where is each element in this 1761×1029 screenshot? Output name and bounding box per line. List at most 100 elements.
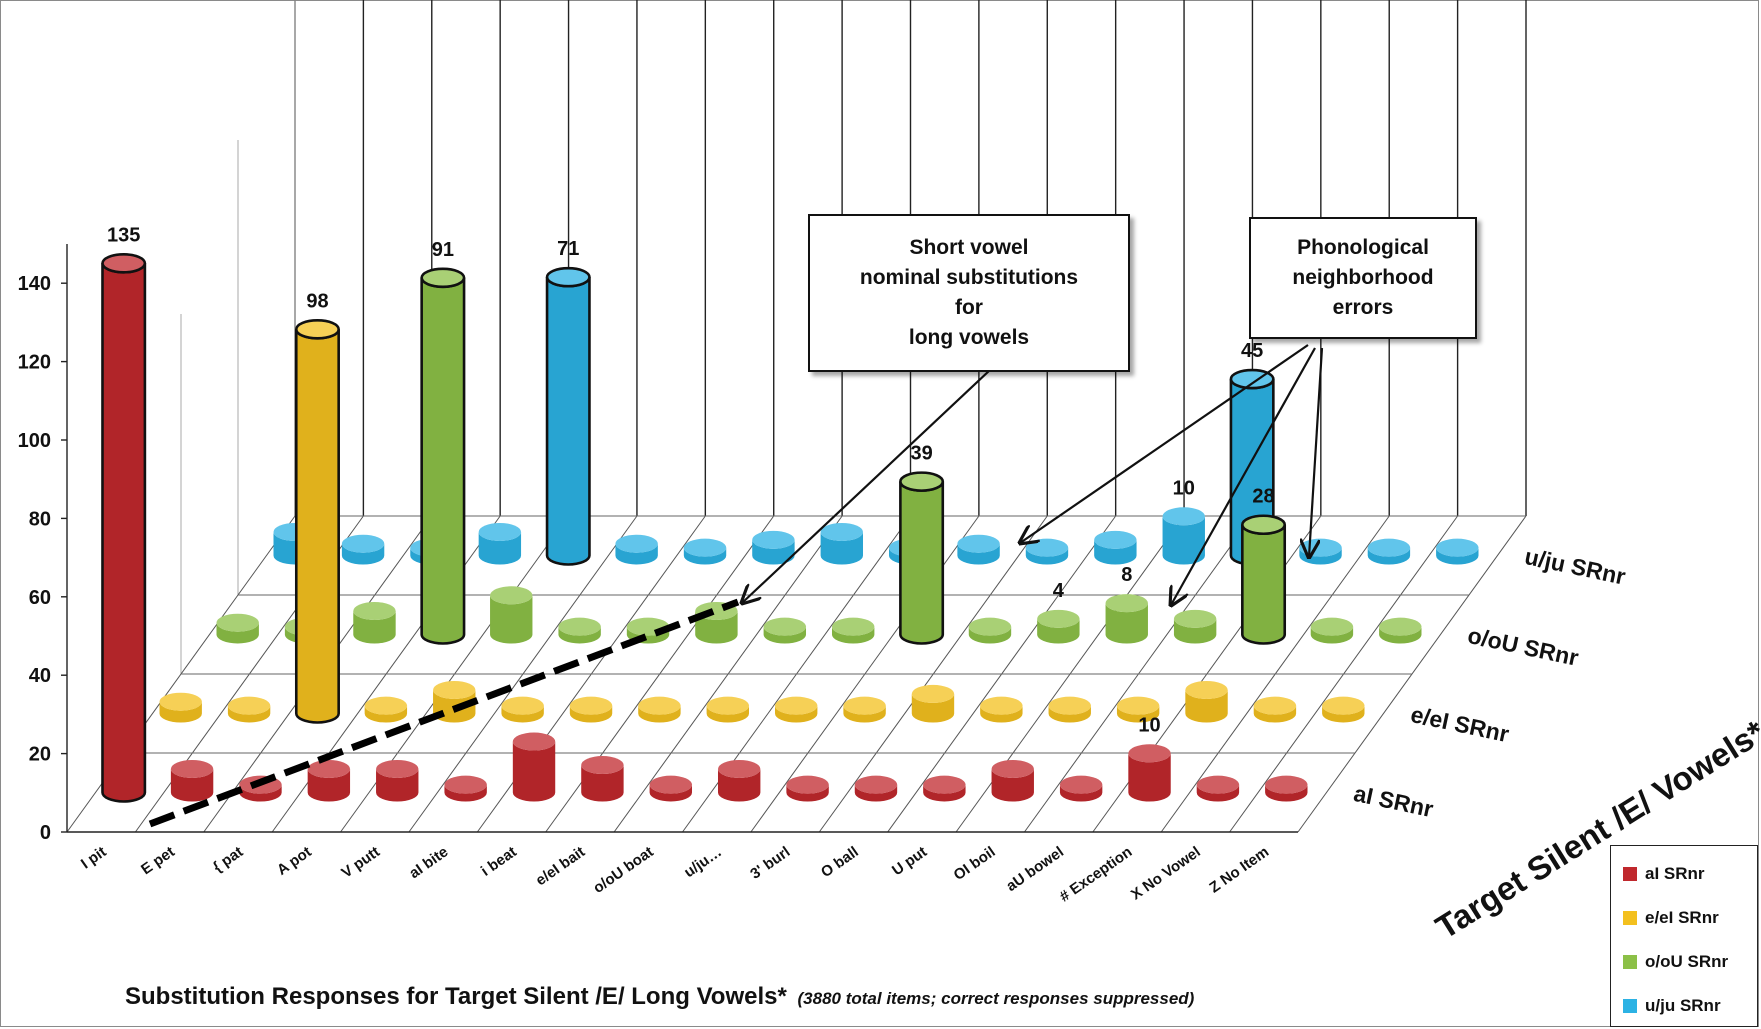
data-label: 10: [1173, 477, 1195, 499]
bar-cylinder-body: [1094, 539, 1137, 565]
x-tick-label: e/eI bait: [533, 843, 589, 889]
legend-label: o/oU SRnr: [1645, 952, 1729, 971]
bar-cylinder-top: [159, 692, 202, 711]
bar-cylinder-top: [991, 759, 1034, 778]
legend-swatch: [1623, 867, 1637, 881]
bar-cylinder-body: [1105, 603, 1148, 644]
legend-item: aI SRnr: [1623, 864, 1705, 884]
bar-cylinder-top: [545, 266, 591, 288]
series-axis-label: e/eI SRnr: [1408, 701, 1511, 747]
x-tick-label: V putt: [338, 843, 383, 881]
bar-cylinder-top: [376, 759, 419, 778]
data-label: 45: [1241, 340, 1263, 362]
bar-cylinder-top: [444, 775, 487, 794]
bar-cylinder-top: [1185, 680, 1228, 699]
bar-cylinder-top: [101, 252, 147, 274]
bar-cylinder-body: [239, 784, 282, 802]
bar-cylinder-top: [957, 534, 1000, 553]
bar-cylinder-top: [683, 538, 727, 557]
bar-cylinder-body: [1322, 705, 1365, 723]
x-tick-label: I pit: [78, 843, 110, 872]
bar-cylinder-body: [364, 705, 408, 723]
bar-cylinder-top: [1025, 538, 1069, 557]
bar-cylinder-top: [923, 775, 966, 794]
bar-cylinder-body: [1253, 705, 1297, 723]
bar-cylinder-top: [353, 601, 396, 620]
bar-cylinder-top: [843, 696, 886, 715]
bar-cylinder-body: [1241, 524, 1287, 645]
bar-cylinder-body: [1436, 547, 1479, 565]
x-tick-label: X No Vowel: [1128, 843, 1204, 903]
bar-cylinder-top: [1094, 530, 1137, 549]
trend-line: [148, 598, 740, 828]
bar-cylinder-top: [512, 732, 556, 751]
bar-cylinder-top: [1037, 609, 1080, 628]
bar-cylinder-body: [1162, 516, 1205, 565]
series-axis-label: aI SRnr: [1351, 780, 1435, 822]
bar-cylinder-top: [433, 680, 476, 699]
bar-cylinder-body: [101, 263, 147, 803]
bar-cylinder-body: [911, 693, 955, 723]
bar-cylinder-body: [706, 705, 750, 723]
bar-cylinder-body: [1048, 705, 1091, 723]
bar-cylinder-top: [1196, 775, 1240, 794]
chart-caption: Substitution Responses for Target Silent…: [125, 983, 1194, 1011]
x-tick-label: aU bowel: [1003, 843, 1067, 895]
bar-cylinder-top: [227, 696, 271, 715]
callout-short-vowel: Short vowel nominal substitutions for lo…: [808, 214, 1130, 372]
bar-cylinder-top: [911, 684, 955, 703]
bar-cylinder-top: [968, 617, 1012, 636]
bars: [101, 252, 1479, 803]
bar-cylinder-body: [991, 768, 1034, 802]
bar-cylinder-body: [159, 701, 202, 723]
bar-cylinder-body: [957, 543, 1000, 565]
data-label: 91: [432, 239, 454, 261]
bar-cylinder-body: [420, 277, 466, 645]
bar-cylinder-top: [980, 696, 1023, 715]
x-tick-label: O ball: [818, 843, 862, 881]
bar-cylinder-top: [1241, 514, 1287, 536]
bar-cylinder-top: [558, 617, 601, 636]
data-label: 4: [1053, 580, 1065, 602]
callout-phonological: Phonological neighborhood errors: [1249, 217, 1477, 339]
bar-cylinder-top: [581, 756, 624, 775]
bar-cylinder-body: [1173, 618, 1217, 644]
bar-cylinder-body: [717, 768, 761, 802]
data-label: 98: [306, 290, 328, 312]
bar-cylinder-body: [854, 784, 898, 802]
bar-cylinder-body: [1128, 753, 1171, 802]
x-tick-label: i beat: [478, 843, 520, 879]
bar-cylinder-body: [294, 329, 340, 724]
bar-cylinder-body: [683, 547, 727, 565]
bar-cylinder-top: [763, 617, 807, 636]
bar-cylinder-top: [1162, 507, 1205, 526]
bar-cylinder-top: [615, 534, 658, 553]
bar-cylinder-body: [490, 595, 533, 644]
x-tick-label: U put: [889, 843, 930, 879]
chart-title: Substitution Responses for Target Silent…: [125, 983, 787, 1010]
bar-cylinder-body: [227, 705, 271, 723]
x-tick-label: u/ju…: [681, 843, 725, 881]
legend-swatch: [1623, 955, 1637, 969]
data-label: 10: [1138, 714, 1160, 736]
bar-cylinder-body: [1299, 547, 1342, 565]
bar-cylinder-body: [1037, 618, 1080, 644]
bar-cylinder-body: [1379, 626, 1422, 644]
bar-cylinder-body: [1059, 784, 1103, 802]
bar-cylinder-top: [1322, 696, 1365, 715]
callout-phonological-text: Phonological neighborhood errors: [1292, 236, 1434, 319]
data-label: 135: [107, 224, 140, 246]
bar-cylinder-body: [774, 705, 818, 723]
x-tick-label: # Exception: [1057, 843, 1136, 905]
series-axis-label: o/oU SRnr: [1465, 622, 1580, 671]
bar-cylinder-top: [717, 759, 761, 778]
y-tick-label: 120: [18, 352, 51, 374]
x-tick-label: aI bite: [406, 843, 451, 882]
bar-cylinder-top: [854, 775, 898, 794]
bar-cylinder-top: [1379, 617, 1422, 636]
bar-cylinder-top: [341, 534, 385, 553]
legend-item: e/eI SRnr: [1623, 908, 1719, 928]
bar-cylinder-top: [774, 696, 818, 715]
